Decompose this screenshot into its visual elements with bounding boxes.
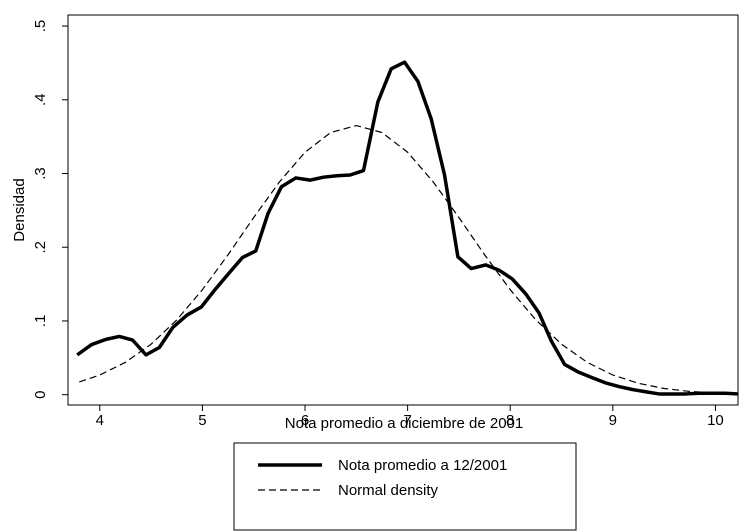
data-line <box>79 124 739 395</box>
y-axis-label: Densidad <box>11 178 28 241</box>
x-tick-label: 8 <box>506 412 514 429</box>
legend-label: Nota promedio a 12/2001 <box>338 457 507 474</box>
y-tick-label: .2 <box>32 241 49 254</box>
x-tick-label: 9 <box>609 412 617 429</box>
legend-label: Normal density <box>338 482 439 499</box>
y-tick-label: .5 <box>32 20 49 33</box>
y-tick-label: .4 <box>32 94 49 107</box>
legend-box <box>233 442 577 531</box>
x-tick-label: 10 <box>707 412 724 429</box>
y-tick-label: 0 <box>32 391 49 399</box>
y-tick-label: .1 <box>32 315 49 328</box>
x-tick-label: 4 <box>96 412 104 429</box>
plot-frame <box>67 14 739 406</box>
data-line <box>76 60 739 396</box>
x-tick-label: 6 <box>301 412 309 429</box>
x-tick-label: 5 <box>198 412 206 429</box>
x-axis-label: Nota promedio a diciembre de 2001 <box>285 415 523 432</box>
x-tick-label: 7 <box>403 412 411 429</box>
y-tick-label: .3 <box>32 167 49 180</box>
